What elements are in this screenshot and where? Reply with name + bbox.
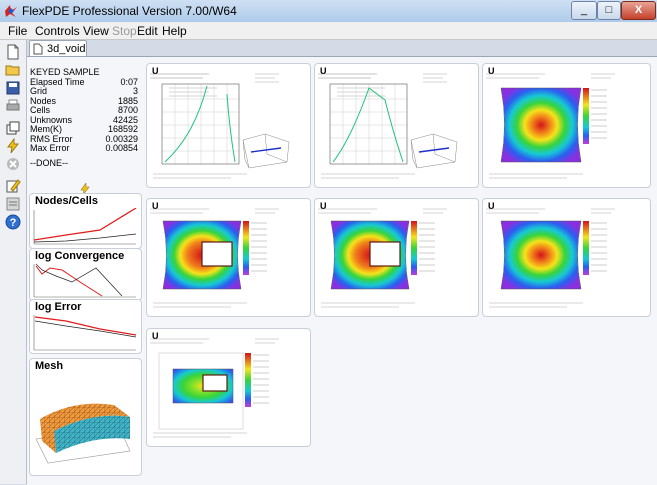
tab-3d-void[interactable]: 3d_void bbox=[29, 40, 87, 57]
save-icon[interactable] bbox=[5, 80, 21, 96]
help-icon[interactable]: ? bbox=[5, 214, 21, 230]
status-done: --DONE-- bbox=[30, 157, 68, 168]
nodes-cells-chart bbox=[33, 208, 137, 245]
side-toolbar: ? bbox=[0, 40, 27, 484]
plot-label: U bbox=[488, 66, 495, 76]
elevation-plot bbox=[150, 73, 290, 179]
status-label: Nodes bbox=[30, 95, 57, 106]
status-label: Max Error bbox=[30, 143, 70, 153]
plot-panel[interactable]: U bbox=[482, 63, 651, 188]
status-value: 8700 bbox=[117, 105, 138, 115]
status-panel: KEYED SAMPLE Elapsed Time 0:07 Grid 3 Node… bbox=[30, 67, 138, 168]
print-icon[interactable] bbox=[5, 98, 21, 114]
plot-label: U bbox=[152, 331, 159, 341]
menu-view[interactable]: View bbox=[83, 24, 109, 38]
status-value: 42425 bbox=[112, 114, 138, 125]
minimize-button[interactable]: _ bbox=[571, 1, 597, 20]
mesh-panel[interactable]: Mesh bbox=[29, 358, 142, 476]
menu-edit[interactable]: Edit bbox=[137, 24, 158, 38]
panel-title: log Convergence bbox=[35, 250, 125, 262]
log-convergence-chart bbox=[33, 263, 136, 298]
open-folder-icon[interactable] bbox=[5, 62, 21, 78]
status-label: Cells bbox=[30, 105, 51, 115]
edit-script-icon[interactable] bbox=[5, 178, 21, 194]
menu-controls[interactable]: Controls bbox=[35, 24, 80, 38]
status-label: Unknowns bbox=[30, 114, 73, 125]
status-label: RMS Error bbox=[30, 133, 73, 144]
status-label: Grid bbox=[30, 86, 48, 96]
plot-panel[interactable]: U bbox=[482, 198, 651, 317]
stop-icon[interactable] bbox=[5, 156, 21, 172]
panel-title: log Error bbox=[35, 301, 82, 313]
plot-panel[interactable]: U bbox=[146, 328, 311, 447]
log-error-chart bbox=[33, 315, 137, 351]
status-value: 0.00329 bbox=[105, 133, 138, 144]
lightning-icon bbox=[80, 183, 90, 195]
contour-plot bbox=[486, 73, 615, 179]
maximize-button[interactable]: □ bbox=[597, 1, 621, 20]
close-button[interactable]: X bbox=[621, 1, 656, 20]
document-icon bbox=[33, 43, 43, 55]
window-title: FlexPDE Professional Version 7.00/W64 bbox=[22, 4, 237, 18]
flexpde-logo-icon bbox=[5, 5, 17, 17]
plot-label: U bbox=[320, 66, 327, 76]
elevation-plot bbox=[318, 73, 458, 179]
panel-title: Nodes/Cells bbox=[35, 195, 98, 207]
status-heading: KEYED SAMPLE bbox=[30, 67, 100, 77]
status-value: 0:07 bbox=[120, 76, 138, 87]
panel-title: Mesh bbox=[35, 360, 64, 372]
status-value: 1885 bbox=[117, 95, 138, 106]
status-value: 3 bbox=[132, 86, 138, 96]
menu-stop[interactable]: Stop bbox=[112, 24, 137, 38]
plot-label: U bbox=[152, 201, 159, 211]
plot-panel[interactable]: U bbox=[314, 63, 479, 188]
plot-label: U bbox=[320, 201, 327, 211]
view-list-icon[interactable] bbox=[5, 196, 21, 212]
nodes-cells-panel[interactable]: Nodes/Cells bbox=[29, 193, 142, 249]
contour-plot bbox=[150, 338, 279, 438]
tab-label: 3d_void bbox=[47, 43, 86, 55]
svg-text:?: ? bbox=[10, 217, 17, 229]
title-bar: FlexPDE Professional Version 7.00/W64 _ … bbox=[0, 0, 657, 23]
contour-plot bbox=[318, 208, 447, 308]
menu-help[interactable]: Help bbox=[162, 24, 187, 38]
plot-label: U bbox=[152, 66, 159, 76]
plot-panel[interactable]: U bbox=[146, 198, 311, 317]
mesh-view bbox=[35, 403, 131, 464]
plot-panel[interactable]: U bbox=[314, 198, 479, 317]
status-label: Elapsed Time bbox=[30, 76, 85, 87]
status-value: 168592 bbox=[107, 124, 138, 134]
log-convergence-panel[interactable]: log Convergence bbox=[29, 248, 142, 301]
plot-label: U bbox=[488, 201, 495, 211]
contour-plot bbox=[486, 208, 615, 308]
contour-plot bbox=[150, 208, 279, 308]
plot-panel[interactable]: U bbox=[146, 63, 311, 188]
status-label: Mem(K) bbox=[30, 124, 62, 134]
new-file-icon[interactable] bbox=[5, 44, 21, 60]
status-value: 0.00854 bbox=[105, 143, 138, 153]
menu-bar: File Controls View Stop Edit Help bbox=[0, 22, 657, 40]
copy-window-icon[interactable] bbox=[5, 120, 21, 136]
log-error-panel[interactable]: log Error bbox=[29, 299, 142, 354]
menu-file[interactable]: File bbox=[8, 24, 28, 38]
run-lightning-icon[interactable] bbox=[5, 138, 21, 154]
